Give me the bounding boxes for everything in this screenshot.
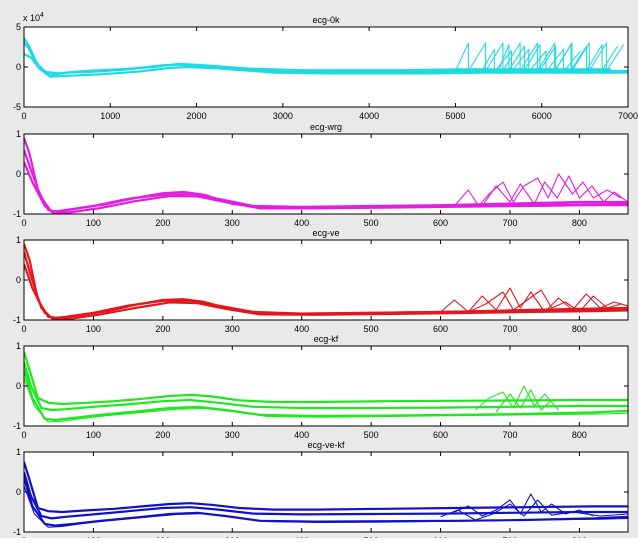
y-tick-label: 1	[16, 447, 21, 457]
x-tick-label: 200	[155, 218, 170, 228]
series-line	[24, 461, 628, 514]
x-tick-label: 600	[433, 324, 448, 334]
x-tick-label: 6000	[532, 111, 552, 121]
x-tick-label: 5000	[445, 111, 465, 121]
subplot-title: ecg-0k	[312, 15, 340, 25]
y-tick-label: 0	[16, 169, 21, 179]
series-line	[440, 287, 628, 313]
series-line	[24, 351, 628, 406]
x-tick-label: 700	[502, 324, 517, 334]
series-line	[24, 37, 611, 75]
subplot-title: ecg-ve	[312, 228, 339, 238]
x-tick-label: 400	[294, 324, 309, 334]
x-tick-label: 300	[225, 430, 240, 440]
series-line	[453, 173, 622, 207]
y-tick-label: 1	[16, 341, 21, 351]
x-tick-label: 400	[294, 218, 309, 228]
subplot-1: 0 1000 2000 3000 4000 5000 6000 700050-5ecg-0kx…	[13, 12, 638, 121]
y-tick-label: -1	[13, 527, 21, 537]
x-tick-label: 400	[294, 430, 309, 440]
series-line	[468, 289, 622, 313]
y-tick-label: -1	[13, 421, 21, 431]
x-tick-label: 4000	[359, 111, 379, 121]
x-tick-label: 800	[572, 218, 587, 228]
x-tick-label: 0	[21, 324, 26, 334]
x-tick-label: 500	[364, 430, 379, 440]
series-line	[24, 263, 628, 320]
x-tick-label: 0	[21, 218, 26, 228]
x-tick-label: 300	[225, 218, 240, 228]
series-group	[24, 243, 628, 320]
x-tick-label: 500	[364, 324, 379, 334]
x-tick-label: 800	[572, 324, 587, 334]
x-tick-label: 200	[155, 324, 170, 334]
series-line	[24, 377, 628, 423]
series-group	[24, 461, 628, 528]
series-line	[498, 44, 619, 71]
x-tick-label: 200	[155, 430, 170, 440]
y-exponent-label: x 104	[23, 12, 44, 23]
x-tick-label: 100	[86, 324, 101, 334]
x-tick-label: 700	[502, 218, 517, 228]
x-tick-label: 3000	[273, 111, 293, 121]
x-tick-label: 800	[572, 430, 587, 440]
y-tick-label: -1	[13, 209, 21, 219]
series-line	[495, 389, 552, 413]
x-tick-label: 600	[433, 218, 448, 228]
x-tick-label: 0	[21, 111, 26, 121]
y-tick-label: 0	[16, 381, 21, 391]
series-line	[24, 485, 628, 528]
x-tick-label: 500	[364, 218, 379, 228]
subplot-title: ecg-kf	[314, 334, 339, 344]
series-line	[24, 361, 628, 412]
x-tick-label: 0	[21, 430, 26, 440]
series-group	[24, 351, 628, 423]
y-tick-label: 0	[16, 62, 21, 72]
y-tick-label: 0	[16, 275, 21, 285]
x-tick-label: 1000	[100, 111, 120, 121]
x-tick-label: 7000	[618, 111, 638, 121]
y-tick-label: -5	[13, 102, 21, 112]
series-line	[24, 369, 628, 422]
subplot-title: ecg-ve-kf	[307, 440, 345, 450]
x-tick-label: 700	[502, 430, 517, 440]
x-tick-label: 2000	[187, 111, 207, 121]
series-line	[454, 493, 594, 517]
subplot-title: ecg-wrg	[310, 122, 342, 132]
y-tick-label: -1	[13, 315, 21, 325]
series-line	[24, 161, 628, 214]
axes-background	[24, 27, 628, 107]
series-line	[440, 499, 628, 521]
y-tick-label: 1	[16, 129, 21, 139]
x-tick-label: 100	[86, 218, 101, 228]
x-tick-label: 300	[225, 324, 240, 334]
series-group	[24, 37, 628, 78]
y-tick-label: 5	[16, 22, 21, 32]
series-line	[24, 53, 628, 78]
x-tick-label: 600	[433, 430, 448, 440]
series-group	[24, 137, 628, 214]
y-tick-label: 0	[16, 487, 21, 497]
series-line	[480, 48, 581, 73]
x-tick-label: 100	[86, 430, 101, 440]
series-line	[481, 175, 628, 207]
series-line	[474, 385, 560, 411]
y-tick-label: 1	[16, 235, 21, 245]
